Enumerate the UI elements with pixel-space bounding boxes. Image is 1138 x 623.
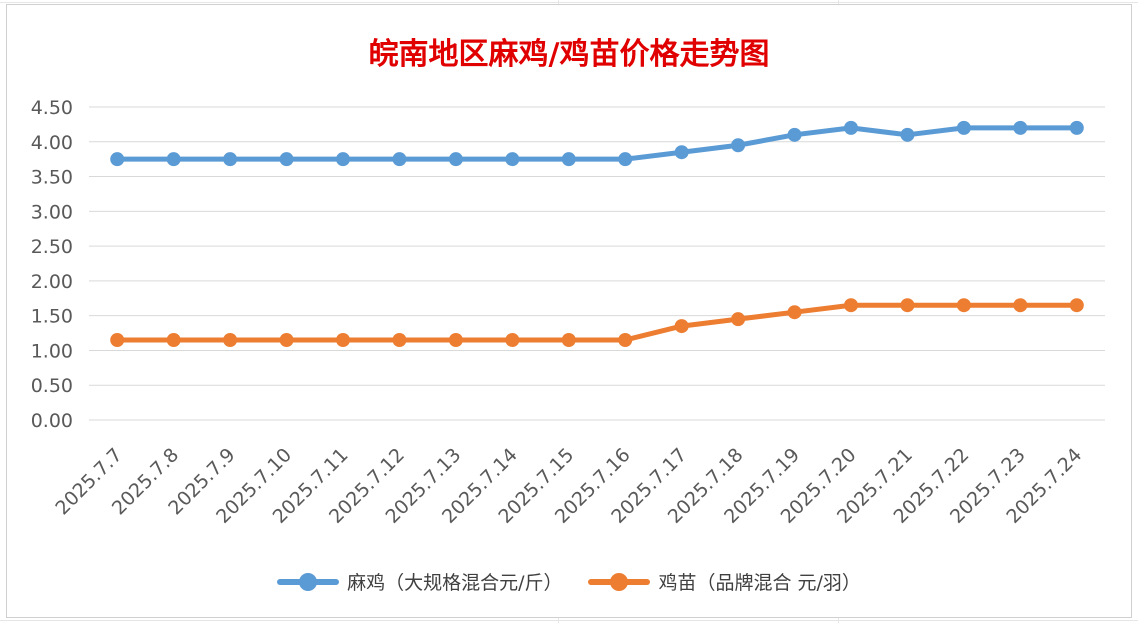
series-1-point [844, 120, 858, 135]
series-1-point [1069, 120, 1084, 135]
y-tick-label: 1.00 [31, 340, 73, 362]
series-2-point [561, 333, 576, 348]
series-2-point [844, 298, 858, 313]
legend-label-series-1: 麻鸡（大规格混合元/斤） [347, 572, 563, 594]
legend-label-series-2: 鸡苗（品牌混合 元/羽） [658, 572, 861, 594]
y-tick-label: 2.50 [31, 236, 73, 258]
series-1-point [618, 152, 633, 167]
series-1-point [448, 152, 463, 167]
series-1-point [110, 152, 125, 167]
series-1-point [1013, 120, 1028, 135]
plot-area: 0.00 0.50 1.00 1.50 2.00 2.50 3.00 3.50 4.00 4.50… [31, 97, 1105, 528]
legend-marker-series-1 [277, 571, 340, 593]
series-2-point [787, 305, 802, 320]
sheet-gridline [0, 2, 1138, 3]
legend[interactable]: 麻鸡（大规格混合元/斤） 鸡苗（品牌混合 元/羽） [7, 568, 1131, 595]
y-tick-label: 1.50 [31, 306, 73, 328]
y-tick-label: 2.00 [31, 271, 73, 293]
series-2-point [279, 333, 294, 348]
sheet-gridline [0, 620, 1138, 621]
series-1-point [279, 152, 294, 167]
series-2-point [505, 333, 520, 348]
series-2-point [392, 333, 407, 348]
series-1-point [956, 120, 971, 135]
series-1-point [674, 145, 689, 160]
series-2-point [674, 319, 689, 334]
series-2-point [336, 333, 350, 348]
y-tick-label: 3.00 [31, 201, 73, 223]
series-1-point [731, 138, 746, 153]
y-tick-label: 3.50 [31, 167, 73, 189]
series-1-point [223, 152, 238, 167]
series-1-point [166, 152, 181, 167]
legend-marker-series-2 [588, 571, 651, 593]
legend-item-series-1[interactable]: 麻鸡（大规格混合元/斤） [277, 568, 562, 595]
series-2-point [110, 333, 125, 348]
series-2-point [900, 298, 915, 313]
legend-item-series-2[interactable]: 鸡苗（品牌混合 元/羽） [588, 568, 861, 595]
series-2-point [166, 333, 181, 348]
series-1-point [336, 152, 350, 167]
y-tick-label: 4.50 [31, 97, 73, 119]
y-tick-label: 0.00 [31, 410, 73, 432]
y-tick-label: 0.50 [31, 375, 73, 397]
series-1-point [392, 152, 407, 167]
series-2-point [223, 333, 238, 348]
chart-title: 皖南地区麻鸡/鸡苗价格走势图 [368, 37, 770, 72]
series-2-point [1013, 298, 1028, 313]
series-1-point [505, 152, 520, 167]
series-2-point [618, 333, 633, 348]
series-2-point [956, 298, 971, 313]
chart-area[interactable]: 皖南地区麻鸡/鸡苗价格走势图 0.00 0.50 1.00 1.50 2.00 2.50 3… [6, 4, 1132, 618]
series-1-line [114, 125, 1080, 162]
series-2-point [448, 333, 463, 348]
series-2-point [731, 312, 746, 327]
series-1-point [787, 127, 802, 142]
series-2-line [114, 302, 1080, 343]
series-2-point [1069, 298, 1084, 313]
y-tick-label: 4.00 [31, 132, 73, 154]
series-1-point [561, 152, 576, 167]
series-1-point [900, 127, 915, 142]
